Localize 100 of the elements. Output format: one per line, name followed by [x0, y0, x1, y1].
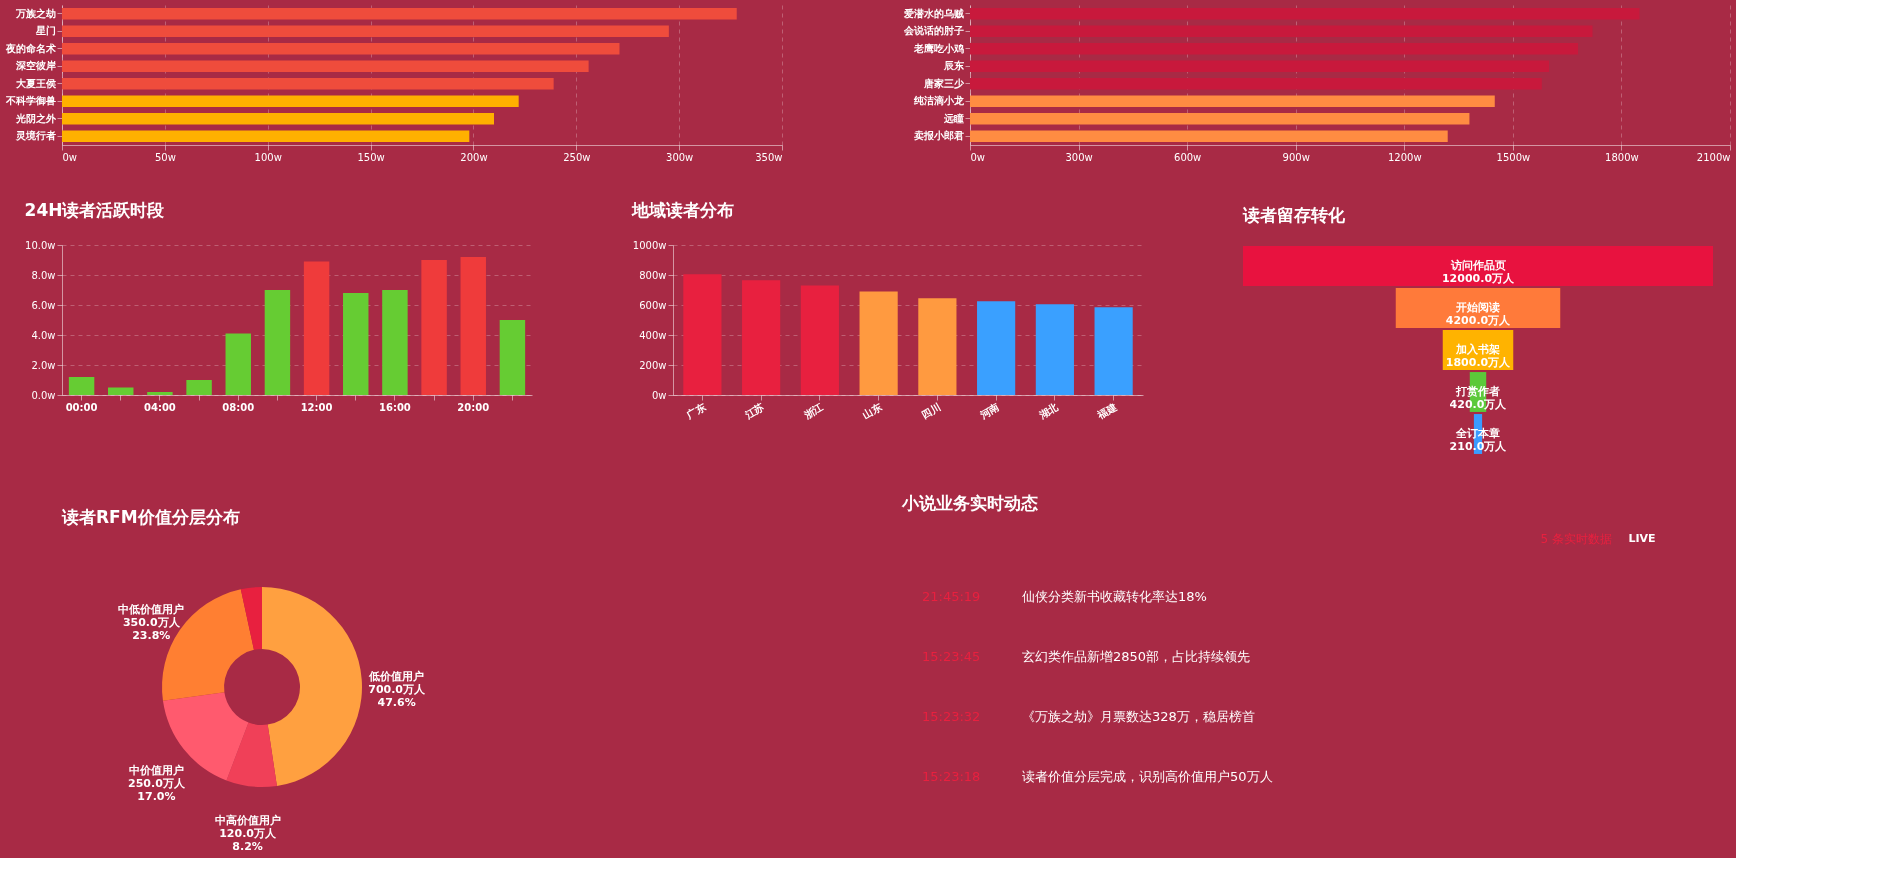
- donut-slice: [240, 587, 262, 650]
- bar: [800, 285, 839, 395]
- text: 玄幻类作品新增2850部，占比持续领先: [1022, 649, 1251, 664]
- text: 5 条实时数据: [1540, 532, 1612, 546]
- x-tick-label: 湖北: [1036, 401, 1061, 422]
- x-tick-label: 250w: [563, 151, 591, 163]
- text: 读者价值分层完成，识别高价值用户50万人: [1022, 769, 1273, 784]
- x-tick-label: 山东: [860, 401, 884, 422]
- data-label: 120.0万人 8.2%: [219, 827, 277, 854]
- y-tick-label: 10.0w: [25, 239, 56, 251]
- text: 小说业务实时动态: [901, 493, 1038, 513]
- data-label: 700.0万人 47.6%: [368, 682, 427, 709]
- x-tick-label: 16:00: [378, 401, 411, 413]
- y-tick-label: 万族之劫: [14, 7, 56, 19]
- y-tick-label: 4.0w: [31, 329, 56, 341]
- category-label: 加入书架: [1455, 343, 1500, 356]
- y-tick-label: 远瞳: [942, 112, 964, 124]
- bar: [859, 291, 898, 395]
- data-label: 1800.0万人: [1445, 356, 1512, 369]
- y-tick-label: 200w: [639, 359, 667, 371]
- x-tick-label: 河南: [977, 401, 1002, 422]
- y-tick-label: 0.0w: [31, 389, 56, 401]
- bar: [343, 293, 369, 395]
- category-label: 访问作品页: [1449, 259, 1506, 272]
- y-tick-label: 星门: [34, 25, 56, 37]
- text: 15:23:45: [922, 649, 981, 664]
- bar: [147, 392, 173, 395]
- x-tick-label: 1800w: [1605, 151, 1639, 163]
- text: 21:45:19: [922, 589, 981, 604]
- data-label: 250.0万人 17.0%: [128, 777, 186, 804]
- slice-label: 中高价值用户: [214, 814, 281, 828]
- y-tick-label: 600w: [639, 299, 667, 311]
- donut-slice: [262, 587, 362, 786]
- x-tick-label: 福建: [1094, 401, 1119, 422]
- x-tick-label: 0w: [62, 151, 78, 163]
- chart-title: 地域读者分布: [631, 200, 735, 220]
- bar: [303, 261, 330, 395]
- category-label: 开始阅读: [1455, 301, 1500, 314]
- y-tick-label: 老鹰吃小鸡: [912, 42, 964, 54]
- x-tick-label: 浙江: [801, 401, 825, 422]
- x-tick-label: 12:00: [300, 401, 333, 413]
- y-tick-label: 光阴之外: [14, 112, 57, 124]
- x-tick-label: 350w: [755, 151, 783, 163]
- x-tick-label: 100w: [254, 151, 282, 163]
- text: 15:23:32: [922, 709, 981, 724]
- bar: [742, 280, 781, 395]
- chart-title: 24H读者活跃时段: [24, 200, 166, 220]
- x-tick-label: 2100w: [1696, 151, 1731, 163]
- y-tick-label: 深空彼岸: [14, 60, 56, 72]
- bar: [68, 377, 95, 395]
- y-tick-label: 夜的命名术: [4, 42, 57, 54]
- x-tick-label: 四川: [919, 401, 943, 422]
- y-tick-label: 2.0w: [31, 359, 56, 371]
- bar: [1094, 307, 1133, 395]
- bar: [1035, 304, 1074, 395]
- y-tick-label: 会说话的肘子: [902, 25, 964, 37]
- y-tick-label: 8.0w: [31, 269, 56, 281]
- chart-title: 读者RFM价值分层分布: [61, 506, 240, 527]
- y-tick-label: 6.0w: [31, 299, 56, 311]
- x-tick-label: 08:00: [222, 401, 255, 413]
- y-tick-label: 辰东: [942, 60, 964, 72]
- y-tick-label: 唐家三少: [922, 77, 965, 89]
- y-tick-label: 400w: [639, 329, 667, 341]
- y-tick-label: 爱潜水的乌贼: [902, 7, 964, 19]
- bar: [225, 333, 251, 395]
- bar: [186, 380, 212, 395]
- text: 仙侠分类新书收藏转化率达18%: [1022, 589, 1207, 604]
- x-tick-label: 300w: [666, 151, 694, 163]
- x-tick-label: 04:00: [143, 401, 176, 413]
- bar: [382, 290, 408, 395]
- y-tick-label: 纯洁滴小龙: [912, 95, 965, 107]
- bar: [264, 290, 291, 395]
- bar: [421, 260, 447, 395]
- x-tick-label: 0w: [970, 151, 986, 163]
- bar: [108, 387, 134, 395]
- slice-label: 中低价值用户: [118, 602, 185, 616]
- x-tick-label: 600w: [1174, 151, 1202, 163]
- x-tick-label: 20:00: [457, 401, 490, 413]
- text: 读者留存转化: [1242, 205, 1346, 225]
- y-tick-label: 卖报小郎君: [913, 130, 964, 142]
- x-tick-label: 150w: [357, 151, 385, 163]
- x-tick-label: 00:00: [65, 401, 98, 413]
- slice-label: 低价值用户: [368, 669, 425, 683]
- bar: [683, 274, 722, 395]
- y-tick-label: 0w: [651, 389, 667, 401]
- donut-slice: [226, 722, 277, 787]
- x-tick-label: 300w: [1065, 151, 1093, 163]
- bar: [977, 301, 1016, 395]
- data-label: 4200.0万人: [1445, 314, 1512, 327]
- bar: [918, 298, 957, 395]
- y-tick-label: 800w: [639, 269, 667, 281]
- bar: [499, 320, 526, 395]
- x-tick-label: 1200w: [1387, 151, 1422, 163]
- y-tick-label: 大夏王侯: [14, 77, 57, 89]
- y-tick-label: 不科学御兽: [4, 95, 56, 107]
- x-tick-label: 1500w: [1496, 151, 1531, 163]
- x-tick-label: 50w: [154, 151, 176, 163]
- text: 《万族之劫》月票数达328万，稳居榜首: [1022, 709, 1255, 724]
- y-tick-label: 1000w: [632, 239, 667, 251]
- y-tick-label: 灵境行者: [14, 130, 56, 142]
